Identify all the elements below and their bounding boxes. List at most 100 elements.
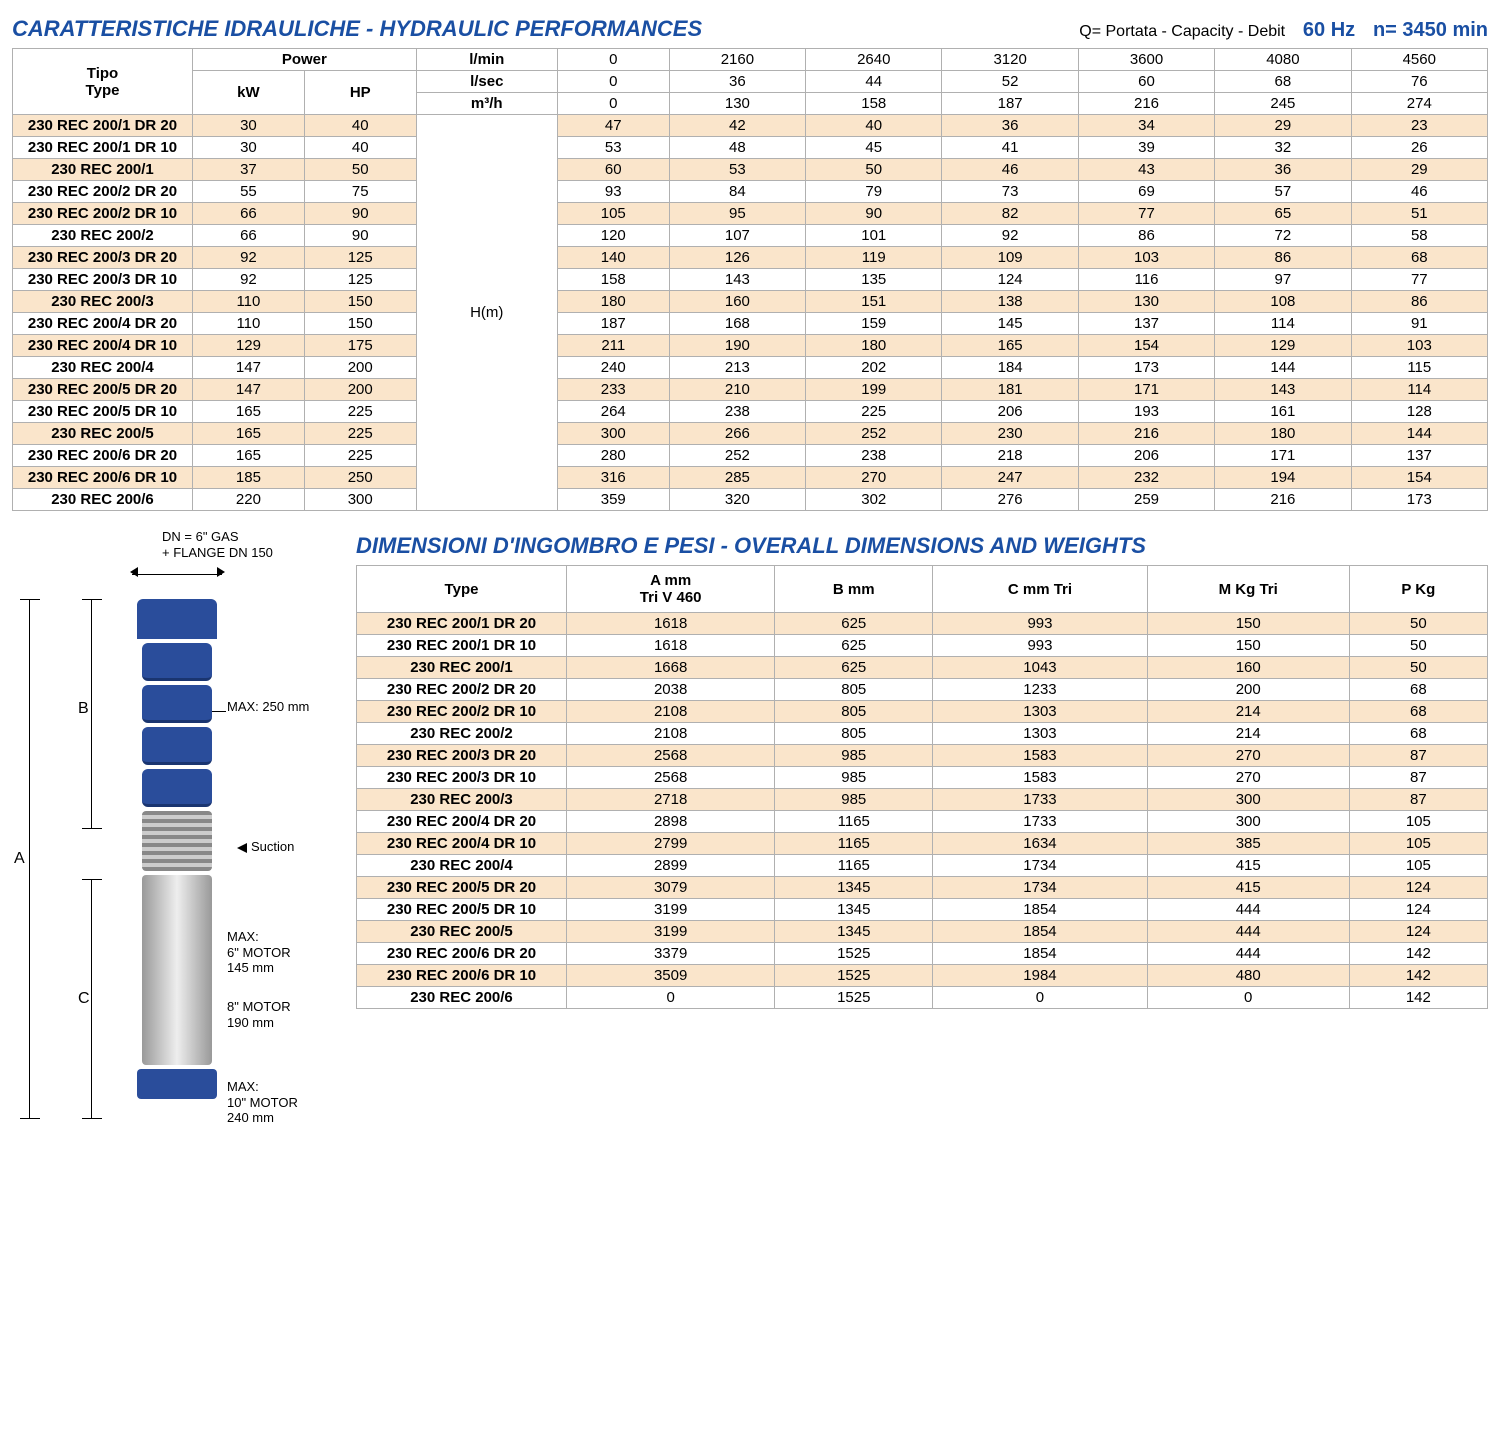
model-cell: 230 REC 200/6 xyxy=(357,987,567,1009)
unit-val: 274 xyxy=(1351,93,1487,115)
unit-val: 4560 xyxy=(1351,49,1487,71)
model-cell: 230 REC 200/4 xyxy=(357,855,567,877)
val-cell: 129 xyxy=(1215,335,1351,357)
suction-note: Suction xyxy=(237,839,294,855)
val-cell: 216 xyxy=(1215,489,1351,511)
table-row: 230 REC 200/4 DR 10279911651634385105 xyxy=(357,833,1488,855)
dim-cell: 805 xyxy=(775,723,933,745)
model-cell: 230 REC 200/2 DR 20 xyxy=(357,679,567,701)
dim-cell: 480 xyxy=(1147,965,1349,987)
kw-cell: 55 xyxy=(193,181,305,203)
dim-cell: 1618 xyxy=(567,635,775,657)
val-cell: 103 xyxy=(1351,335,1487,357)
table-row: 230 REC 200/5319913451854444124 xyxy=(357,921,1488,943)
val-cell: 46 xyxy=(1351,181,1487,203)
dim-cell: 214 xyxy=(1147,701,1349,723)
val-cell: 138 xyxy=(942,291,1078,313)
val-cell: 68 xyxy=(1351,247,1487,269)
dim-cell: 0 xyxy=(933,987,1148,1009)
dim-cell: 68 xyxy=(1349,701,1487,723)
table-row: 230 REC 200/5 DR 20147200233210199181171… xyxy=(13,379,1488,401)
val-cell: 23 xyxy=(1351,115,1487,137)
val-cell: 86 xyxy=(1215,247,1351,269)
dim-cell: 444 xyxy=(1147,921,1349,943)
val-cell: 285 xyxy=(669,467,805,489)
table-row: 230 REC 200/6220300359320302276259216173 xyxy=(13,489,1488,511)
kw-cell: 66 xyxy=(193,225,305,247)
dim-cell: 3199 xyxy=(567,921,775,943)
unit-val: 0 xyxy=(557,49,669,71)
val-cell: 36 xyxy=(1215,159,1351,181)
table-row: 230 REC 200/1 DR 203040H(m)4742403634292… xyxy=(13,115,1488,137)
hp-cell: 225 xyxy=(304,423,416,445)
dim-cell: 300 xyxy=(1147,811,1349,833)
val-cell: 26 xyxy=(1351,137,1487,159)
val-cell: 270 xyxy=(806,467,942,489)
unit-val: 187 xyxy=(942,93,1078,115)
val-cell: 154 xyxy=(1078,335,1214,357)
dim-cell: 1303 xyxy=(933,701,1148,723)
val-cell: 252 xyxy=(806,423,942,445)
hp-cell: 40 xyxy=(304,137,416,159)
val-cell: 240 xyxy=(557,357,669,379)
dim-cell: 444 xyxy=(1147,943,1349,965)
kw-cell: 92 xyxy=(193,269,305,291)
table-row: 230 REC 200/32718985173330087 xyxy=(357,789,1488,811)
dim-cell: 1043 xyxy=(933,657,1148,679)
val-cell: 160 xyxy=(669,291,805,313)
dim-cell: 1984 xyxy=(933,965,1148,987)
dim-cell: 0 xyxy=(1147,987,1349,1009)
dim-cell: 50 xyxy=(1349,635,1487,657)
dims-header: B mm xyxy=(775,566,933,613)
rpm-label: n= 3450 min xyxy=(1373,19,1488,41)
val-cell: 218 xyxy=(942,445,1078,467)
dim-cell: 2568 xyxy=(567,745,775,767)
val-cell: 115 xyxy=(1351,357,1487,379)
table-row: 230 REC 200/5 DR 20307913451734415124 xyxy=(357,877,1488,899)
table-row: 230 REC 200/1 DR 20161862599315050 xyxy=(357,613,1488,635)
val-cell: 154 xyxy=(1351,467,1487,489)
dim-cell: 124 xyxy=(1349,899,1487,921)
val-cell: 60 xyxy=(557,159,669,181)
table-row: 230 REC 200/5165225300266252230216180144 xyxy=(13,423,1488,445)
table-row: 230 REC 200/4147200240213202184173144115 xyxy=(13,357,1488,379)
dim-cell: 985 xyxy=(775,767,933,789)
max250-note: MAX: 250 mm xyxy=(227,699,309,715)
val-cell: 193 xyxy=(1078,401,1214,423)
table-row: 230 REC 200/1 DR 10304053484541393226 xyxy=(13,137,1488,159)
kw-cell: 165 xyxy=(193,445,305,467)
val-cell: 58 xyxy=(1351,225,1487,247)
val-cell: 232 xyxy=(1078,467,1214,489)
model-cell: 230 REC 200/5 DR 10 xyxy=(13,401,193,423)
model-cell: 230 REC 200/3 DR 20 xyxy=(13,247,193,269)
hp-cell: 175 xyxy=(304,335,416,357)
dim-cell: 805 xyxy=(775,679,933,701)
dim-cell: 1303 xyxy=(933,723,1148,745)
model-cell: 230 REC 200/1 DR 10 xyxy=(13,137,193,159)
kw-cell: 165 xyxy=(193,401,305,423)
val-cell: 213 xyxy=(669,357,805,379)
val-cell: 126 xyxy=(669,247,805,269)
val-cell: 206 xyxy=(942,401,1078,423)
val-cell: 86 xyxy=(1351,291,1487,313)
kw-cell: 129 xyxy=(193,335,305,357)
val-cell: 109 xyxy=(942,247,1078,269)
dim-cell: 1854 xyxy=(933,943,1148,965)
val-cell: 171 xyxy=(1078,379,1214,401)
kw-cell: 147 xyxy=(193,357,305,379)
val-cell: 144 xyxy=(1215,357,1351,379)
unit-val: 158 xyxy=(806,93,942,115)
table-row: 230 REC 200/6 DR 10185250316285270247232… xyxy=(13,467,1488,489)
hp-cell: 75 xyxy=(304,181,416,203)
hp-cell: 200 xyxy=(304,379,416,401)
dim-cell: 1233 xyxy=(933,679,1148,701)
model-cell: 230 REC 200/5 DR 10 xyxy=(357,899,567,921)
dim-cell: 105 xyxy=(1349,855,1487,877)
val-cell: 302 xyxy=(806,489,942,511)
table-row: 230 REC 200/6 DR 20337915251854444142 xyxy=(357,943,1488,965)
model-cell: 230 REC 200/5 DR 20 xyxy=(13,379,193,401)
val-cell: 42 xyxy=(669,115,805,137)
motor10-note: MAX: 10" MOTOR 240 mm xyxy=(227,1079,298,1126)
val-cell: 180 xyxy=(806,335,942,357)
val-cell: 173 xyxy=(1351,489,1487,511)
